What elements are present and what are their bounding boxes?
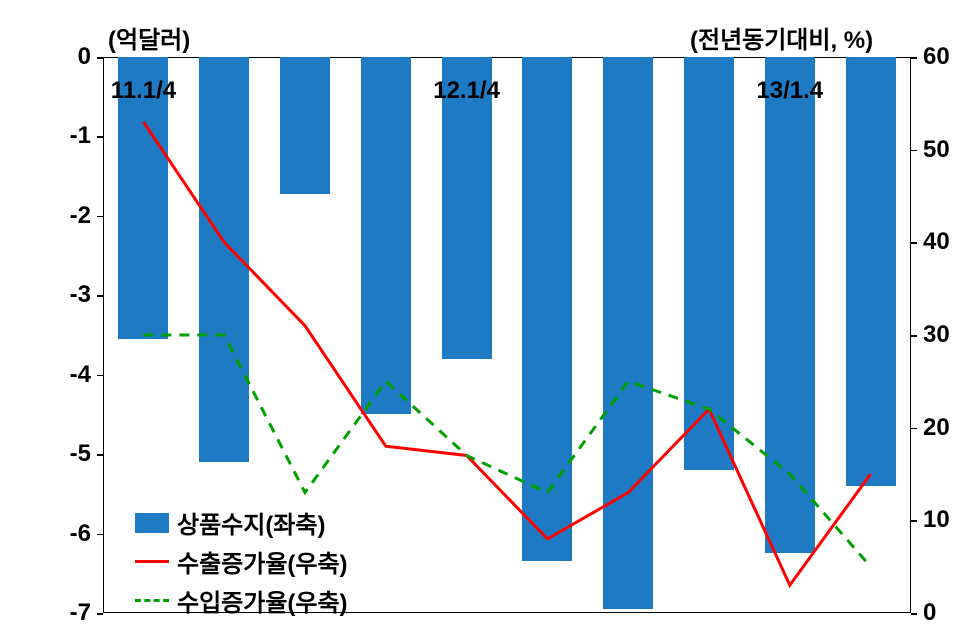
legend-label: 상품수지(좌축) [177,505,325,540]
legend-item: 상품수지(좌축) [135,505,348,540]
legend-swatch-bar [135,513,169,533]
legend-item: 수출증가율(우축) [135,544,348,579]
legend-swatch-dashed [135,599,169,602]
legend-label: 수입증가율(우축) [177,583,348,618]
legend-label: 수출증가율(우축) [177,544,348,579]
legend-item: 수입증가율(우축) [135,583,348,618]
legend: 상품수지(좌축) 수출증가율(우축) 수입증가율(우축) [135,505,348,622]
left-axis-title: (억달러) [108,20,190,55]
right-axis-title: (전년동기대비, %) [690,20,873,55]
legend-swatch-line [135,560,169,563]
combo-chart: (억달러) (전년동기대비, %) 상품수지(좌축) 수출증가율(우축) 수입증가율… [0,0,977,638]
